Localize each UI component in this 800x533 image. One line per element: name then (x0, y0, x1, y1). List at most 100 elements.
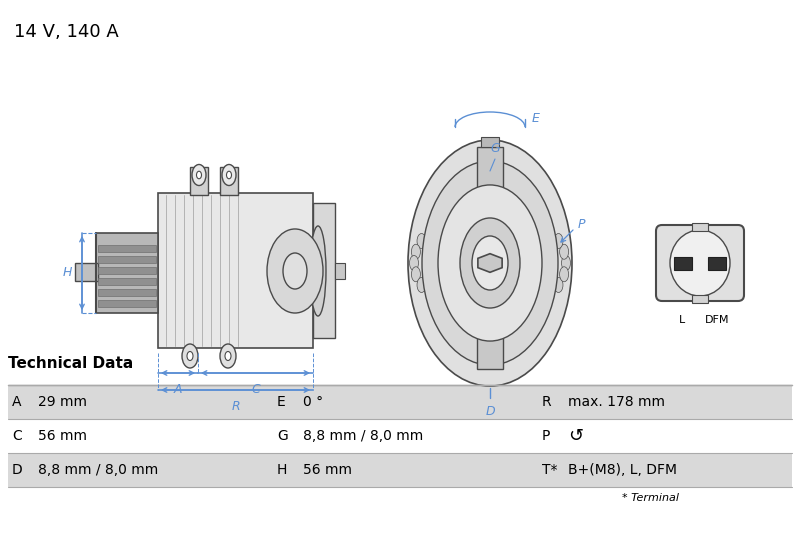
Bar (335, 263, 345, 279)
Bar (8, 419, 792, 453)
Text: T*: T* (542, 463, 558, 477)
Ellipse shape (453, 210, 462, 225)
Bar (708, 257, 726, 270)
Ellipse shape (554, 278, 563, 293)
Bar (8, 385, 792, 419)
Bar (674, 257, 692, 270)
Text: 29 mm: 29 mm (38, 395, 87, 409)
Ellipse shape (518, 210, 527, 225)
Text: G: G (277, 429, 288, 443)
Ellipse shape (533, 295, 542, 310)
Bar (481, 137, 499, 147)
Text: A: A (12, 395, 22, 409)
Ellipse shape (182, 344, 198, 368)
Text: E: E (532, 112, 540, 125)
Ellipse shape (545, 287, 554, 302)
Ellipse shape (225, 351, 231, 360)
Text: L: L (679, 315, 685, 325)
Ellipse shape (426, 287, 435, 302)
Ellipse shape (222, 165, 236, 185)
Ellipse shape (410, 255, 418, 271)
Text: P: P (542, 429, 550, 443)
Ellipse shape (562, 255, 570, 271)
Text: D: D (485, 405, 495, 418)
Ellipse shape (438, 295, 447, 310)
Ellipse shape (545, 224, 554, 239)
Text: 14 V, 140 A: 14 V, 140 A (14, 23, 118, 41)
Ellipse shape (220, 344, 236, 368)
Ellipse shape (559, 244, 569, 259)
Bar (477, 331, 503, 369)
Ellipse shape (670, 230, 730, 296)
Ellipse shape (460, 218, 520, 308)
Text: G: G (490, 142, 500, 155)
Ellipse shape (486, 306, 494, 321)
Text: 8,8 mm / 8,0 mm: 8,8 mm / 8,0 mm (38, 463, 158, 477)
Text: 8,8 mm / 8,0 mm: 8,8 mm / 8,0 mm (303, 429, 423, 443)
Ellipse shape (559, 266, 569, 282)
Bar (98, 289, 156, 296)
Bar (98, 278, 156, 285)
Text: B+(M8), L, DFM: B+(M8), L, DFM (568, 463, 677, 477)
Text: H: H (277, 463, 287, 477)
Ellipse shape (554, 233, 563, 248)
Ellipse shape (226, 171, 231, 179)
Ellipse shape (422, 161, 558, 365)
Ellipse shape (472, 236, 508, 290)
Text: 56 mm: 56 mm (303, 463, 352, 477)
Bar (8, 453, 792, 487)
Ellipse shape (187, 351, 193, 360)
Ellipse shape (283, 253, 307, 289)
Text: C: C (12, 429, 22, 443)
Ellipse shape (267, 229, 323, 313)
Ellipse shape (438, 216, 447, 231)
FancyBboxPatch shape (656, 225, 744, 301)
Bar (220, 167, 238, 195)
Text: E: E (277, 395, 286, 409)
Text: A: A (174, 383, 182, 396)
Ellipse shape (426, 224, 435, 239)
Bar (158, 193, 313, 348)
Ellipse shape (408, 140, 572, 386)
Bar (477, 147, 503, 195)
Text: C: C (251, 383, 260, 396)
Ellipse shape (411, 266, 421, 282)
Bar (98, 245, 156, 252)
Ellipse shape (192, 165, 206, 185)
Text: D: D (12, 463, 22, 477)
Text: DFM: DFM (705, 315, 730, 325)
Ellipse shape (469, 305, 478, 320)
Text: Technical Data: Technical Data (8, 356, 134, 371)
Ellipse shape (502, 305, 511, 320)
Ellipse shape (411, 244, 421, 259)
Text: R: R (542, 395, 552, 409)
Text: H: H (62, 266, 72, 279)
Ellipse shape (502, 206, 511, 221)
Text: 56 mm: 56 mm (38, 429, 87, 443)
Ellipse shape (197, 171, 202, 179)
Bar (96, 233, 158, 313)
Bar (190, 167, 208, 195)
Bar (98, 300, 156, 307)
Bar (313, 203, 335, 338)
Text: P: P (578, 219, 586, 231)
Bar (692, 295, 708, 303)
Text: ↺: ↺ (568, 427, 583, 445)
Bar (98, 267, 156, 274)
Ellipse shape (417, 233, 426, 248)
Ellipse shape (417, 278, 426, 293)
Ellipse shape (310, 226, 326, 316)
Ellipse shape (533, 216, 542, 231)
Text: max. 178 mm: max. 178 mm (568, 395, 665, 409)
Ellipse shape (453, 301, 462, 316)
Bar (692, 223, 708, 231)
Ellipse shape (518, 301, 527, 316)
Bar (98, 256, 156, 263)
Text: R: R (231, 400, 240, 413)
Text: 0 °: 0 ° (303, 395, 323, 409)
Ellipse shape (469, 206, 478, 221)
Ellipse shape (438, 185, 542, 341)
Text: * Terminal: * Terminal (622, 493, 679, 503)
Polygon shape (478, 254, 502, 272)
Ellipse shape (486, 205, 494, 220)
